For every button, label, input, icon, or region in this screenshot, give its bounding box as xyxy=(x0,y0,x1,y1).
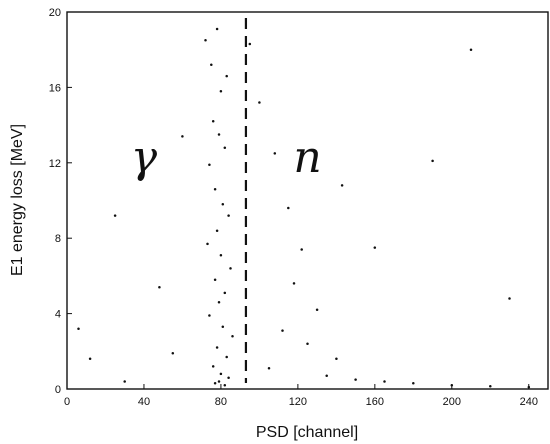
data-point xyxy=(224,292,227,295)
data-point xyxy=(268,367,271,370)
data-point xyxy=(231,335,234,338)
data-point xyxy=(354,378,357,381)
data-point xyxy=(227,214,230,217)
data-point xyxy=(508,297,511,300)
data-point xyxy=(222,203,225,206)
data-point xyxy=(208,163,211,166)
x-tick-label: 40 xyxy=(138,396,150,408)
x-tick-label: 240 xyxy=(520,396,538,408)
y-tick-label: 16 xyxy=(49,82,61,94)
y-tick-label: 20 xyxy=(49,7,61,19)
data-point xyxy=(341,184,344,187)
data-point xyxy=(222,326,225,329)
data-point xyxy=(224,384,227,387)
data-point xyxy=(216,28,219,31)
x-tick-label: 0 xyxy=(64,396,70,408)
data-point xyxy=(227,376,230,379)
data-point xyxy=(204,39,207,42)
data-point xyxy=(214,382,217,385)
data-point xyxy=(274,152,277,155)
data-point xyxy=(293,282,296,285)
data-point xyxy=(77,327,80,330)
data-point xyxy=(216,229,219,232)
data-point xyxy=(220,90,223,93)
data-point xyxy=(287,207,290,210)
y-tick-label: 12 xyxy=(49,158,61,170)
data-point xyxy=(431,160,434,163)
data-point xyxy=(281,329,284,332)
data-point xyxy=(325,375,328,378)
data-point xyxy=(300,248,303,251)
data-point xyxy=(89,358,92,361)
y-tick-label: 8 xyxy=(55,233,61,245)
data-point xyxy=(212,120,215,123)
y-tick-label: 4 xyxy=(55,309,61,321)
data-point xyxy=(206,243,209,246)
annotation-label: n xyxy=(293,132,321,183)
data-point xyxy=(208,314,211,317)
data-point xyxy=(123,380,126,383)
data-point xyxy=(249,43,252,46)
data-point xyxy=(114,214,117,217)
data-point xyxy=(172,352,175,355)
data-point xyxy=(218,380,221,383)
data-point xyxy=(218,133,221,136)
data-point xyxy=(181,135,184,138)
x-axis-label: PSD [channel] xyxy=(256,424,358,441)
data-point xyxy=(229,267,232,270)
data-point xyxy=(225,75,228,78)
data-point xyxy=(335,358,338,361)
data-point xyxy=(218,301,221,304)
data-point xyxy=(258,101,261,104)
y-axis-label: E1 energy loss [MeV] xyxy=(9,124,26,276)
data-point xyxy=(158,286,161,289)
x-tick-label: 120 xyxy=(289,396,307,408)
data-point xyxy=(412,382,415,385)
data-point xyxy=(374,246,377,249)
data-point xyxy=(214,188,217,191)
y-tick-label: 0 xyxy=(55,384,61,396)
x-tick-label: 160 xyxy=(366,396,384,408)
data-point xyxy=(306,343,309,346)
data-point xyxy=(383,380,386,383)
x-tick-label: 200 xyxy=(443,396,461,408)
data-point xyxy=(216,346,219,349)
data-point xyxy=(225,356,228,359)
data-point xyxy=(210,64,213,67)
data-point xyxy=(470,48,473,51)
data-point xyxy=(214,278,217,281)
plot-frame xyxy=(67,12,548,389)
data-point xyxy=(212,365,215,368)
data-point xyxy=(220,373,223,376)
x-tick-label: 80 xyxy=(215,396,227,408)
data-point xyxy=(220,254,223,257)
data-point xyxy=(224,146,227,149)
data-point xyxy=(316,309,319,312)
annotation-label: γ xyxy=(131,132,158,183)
data-point xyxy=(489,385,492,388)
